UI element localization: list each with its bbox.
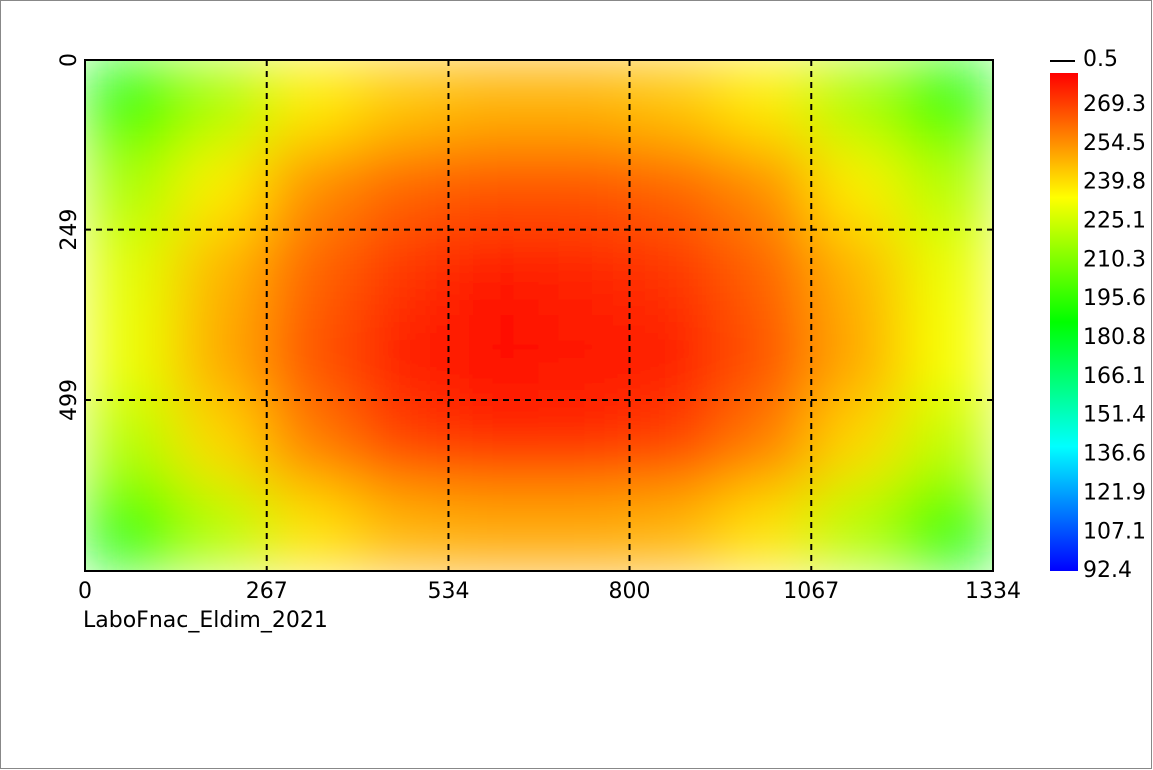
heat-cell [175,485,268,571]
heat-cell [266,229,358,316]
heat-cell [447,400,540,487]
heat-cell [356,60,449,146]
colorbar-tick-label: 166.1 [1083,364,1146,389]
heat-cell [901,229,993,316]
heat-cell [356,400,449,487]
heat-cell [810,315,903,402]
colorbar-tick-label: 92.4 [1083,558,1132,583]
heat-cell [901,485,993,571]
heat-cell [538,229,631,316]
heat-cell [538,144,631,231]
plot-frame [84,59,994,572]
heat-cell [810,144,903,231]
heat-cell [266,144,358,231]
colorbar-tick-label: 254.5 [1083,131,1146,156]
heatmap-cells [85,60,993,571]
heat-cell [629,144,722,231]
heat-cell [538,60,631,146]
heat-cell [85,400,177,487]
heat-cell [720,229,812,316]
overlay: 0 267 534 800 1067 1334 0 249 499 269.3 254.5 239.8… [57,47,1146,604]
heat-cell [356,229,449,316]
heat-cell [175,400,268,487]
heat-cell [810,400,903,487]
heat-cell [356,485,449,571]
heat-cell [175,315,268,402]
heat-cell [85,229,177,316]
heat-cell [629,315,722,402]
colorbar-tick-label: 180.8 [1083,325,1146,350]
heat-cell [266,60,358,146]
y-tick-label: 0 [57,53,82,67]
colorbar-tick-label: 195.6 [1083,286,1146,311]
heat-cell [810,60,903,146]
heat-cell [447,229,540,316]
colorbar-tick-label: 225.1 [1083,208,1146,233]
caption: LaboFnac_Eldim_2021 [83,608,328,633]
x-tick-label: 0 [78,579,92,604]
heat-cell [720,485,812,571]
heat-cell [85,60,177,146]
heat-cell [538,485,631,571]
x-tick-label: 1067 [783,579,839,604]
heat-cell [629,485,722,571]
heat-cell [356,144,449,231]
colorbar-tick-label: 269.3 [1083,92,1146,117]
heat-cell [901,315,993,402]
heat-cell [901,400,993,487]
x-tick-label: 1334 [965,579,1021,604]
heat-cell [175,144,268,231]
heat-cell [447,60,540,146]
heat-cell [85,485,177,571]
heat-cell [720,144,812,231]
heat-cell [538,400,631,487]
heat-cell [720,60,812,146]
heat-cell [266,315,358,402]
heat-cell [629,400,722,487]
heat-cell [175,60,268,146]
heat-cell [266,485,358,571]
heat-cell [901,144,993,231]
heat-cell [810,485,903,571]
heat-cell [901,60,993,146]
colorbar-marker-label: 0.5 [1083,47,1118,72]
heatmap-area [85,60,993,571]
x-tick-label: 800 [609,579,651,604]
heat-cell [447,144,540,231]
heat-cell [447,315,540,402]
x-tick-label: 534 [427,579,469,604]
heat-cell [175,229,268,316]
colorbar-tick-label: 136.6 [1083,442,1146,467]
heat-cell [538,315,631,402]
heat-cell [720,315,812,402]
heat-cell [720,400,812,487]
heat-cell [629,229,722,316]
heat-cell [356,315,449,402]
heat-cell [447,485,540,571]
colorbar-tick-label: 239.8 [1083,170,1146,195]
colorbar-tick-label: 121.9 [1083,480,1146,505]
heat-cell [85,315,177,402]
x-tick-label: 267 [246,579,288,604]
heat-cell [85,144,177,231]
heat-cell [810,229,903,316]
colorbar-tick-label: 107.1 [1083,519,1146,544]
colorbar-tick-label: 151.4 [1083,403,1146,428]
heat-cell [629,60,722,146]
colorbar-tick-label: 210.3 [1083,247,1146,272]
heat-cell [266,400,358,487]
y-tick-label: 249 [57,209,82,251]
y-tick-label: 499 [57,379,82,421]
colorbar [1050,73,1078,571]
